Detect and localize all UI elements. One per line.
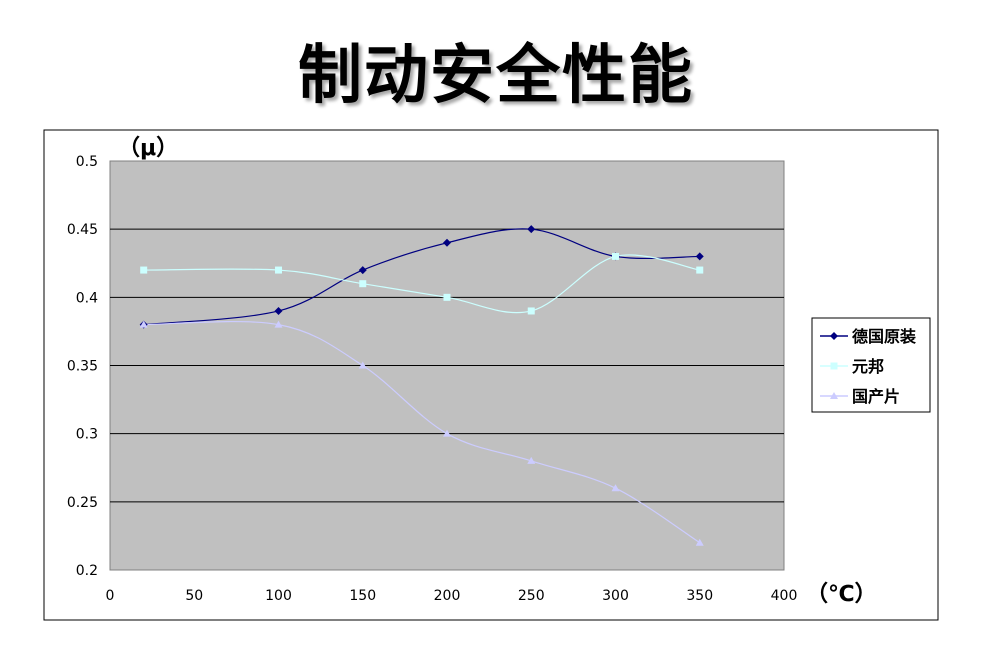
x-tick-label: 200: [434, 588, 461, 604]
data-point: [359, 280, 367, 288]
data-point: [527, 307, 535, 315]
data-point: [140, 266, 148, 274]
data-point: [443, 293, 451, 301]
legend-label: 国产片: [852, 387, 900, 406]
x-tick-label: 350: [686, 588, 713, 604]
x-tick-label: 250: [518, 588, 545, 604]
data-point: [695, 252, 704, 261]
data-point: [612, 252, 619, 260]
data-point: [274, 320, 283, 328]
data-point: [358, 266, 367, 275]
legend-marker: [830, 392, 838, 399]
x-tick-label: 0: [106, 588, 115, 604]
data-point: [527, 225, 536, 234]
data-point: [274, 306, 283, 315]
y-tick-label: 0.2: [76, 563, 98, 579]
x-axis-label: （℃）: [806, 582, 877, 607]
data-point: [695, 538, 704, 546]
x-tick-label: 50: [185, 588, 203, 604]
x-tick-label: 100: [265, 588, 292, 604]
x-tick-label: 150: [349, 588, 376, 604]
y-tick-label: 0.5: [76, 154, 98, 170]
x-tick-label: 300: [602, 588, 629, 604]
y-tick-label: 0.35: [67, 359, 98, 375]
data-point: [611, 484, 620, 492]
data-point: [443, 238, 451, 247]
y-tick-label: 0.25: [67, 495, 98, 511]
data-point: [443, 429, 451, 437]
legend-marker: [830, 362, 838, 370]
y-axis-label: （μ）: [118, 136, 178, 161]
y-tick-label: 0.4: [76, 290, 98, 306]
y-tick-label: 0.3: [76, 427, 98, 443]
legend-marker: [830, 332, 838, 340]
data-point: [696, 266, 704, 274]
y-axis-ticks: 0.2 0.25 0.3 0.35 0.4 0.45 0.5: [67, 154, 98, 579]
data-point: [527, 456, 536, 464]
legend-label: 德国原装: [852, 327, 916, 346]
legend-label: 元邦: [852, 357, 884, 376]
page-title: 制动安全性能: [298, 39, 694, 113]
data-point: [139, 320, 148, 328]
data-point: [275, 266, 282, 274]
x-tick-label: 400: [771, 588, 798, 604]
data-point: [358, 361, 367, 369]
series-markers: [139, 225, 704, 546]
x-axis-ticks: 0 50 100 150 200 250 300 350 400: [106, 588, 798, 604]
y-tick-label: 0.45: [67, 222, 98, 238]
